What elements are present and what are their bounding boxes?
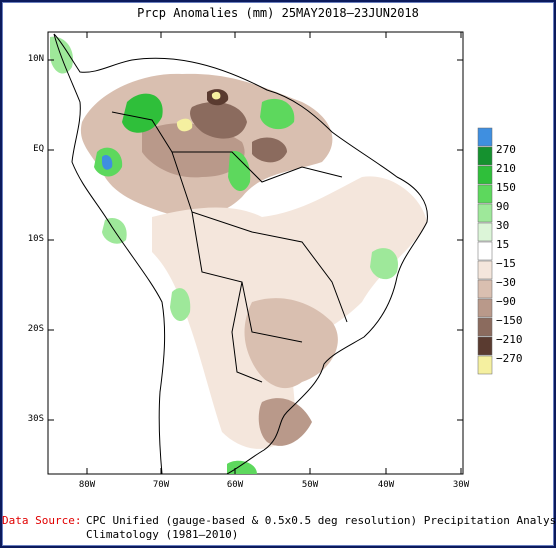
legend-swatch [477,184,493,204]
legend-swatch [477,127,493,147]
lat-label-eq: EQ [33,144,44,154]
legend-label: 30 [496,219,510,232]
legend-label: −30 [496,276,516,289]
legend-label: −15 [496,257,516,270]
country-borders [53,33,428,475]
lon-label-80w: 80W [78,480,96,490]
legend-swatch [477,336,493,356]
legend-swatch [477,279,493,299]
lon-label-60w: 60W [226,480,244,490]
legend-swatch [477,317,493,337]
legend-label: 90 [496,200,510,213]
legend-colorbar [477,127,493,375]
legend-label: −210 [496,333,523,346]
legend-swatch [477,222,493,242]
legend-swatch [477,165,493,185]
data-source-label: Data Source: [2,514,82,527]
lon-label-70w: 70W [152,480,170,490]
lat-label-10s: 10S [27,234,44,244]
map-title: Prcp Anomalies (mm) 25MAY2018–23JUN2018 [137,6,419,20]
legend-swatch [477,241,493,261]
legend-swatch [477,203,493,223]
latitude-ticks [48,59,463,421]
legend-swatch [477,146,493,166]
legend-label: −150 [496,314,523,327]
legend-label: −270 [496,352,523,365]
legend-swatch [477,260,493,280]
data-source-text: CPC Unified (gauge-based & 0.5x0.5 deg r… [86,514,556,527]
legend-swatch [477,355,493,375]
legend-swatch [477,298,493,318]
longitude-ticks [86,32,462,474]
legend-label: 210 [496,162,516,175]
climatology-text: Climatology (1981–2010) [86,528,239,541]
lon-label-30w: 30W [452,480,470,490]
anomaly-shading [50,36,427,474]
legend-label: −90 [496,295,516,308]
lat-label-10n: 10N [27,54,44,64]
legend-label: 150 [496,181,516,194]
legend-label: 270 [496,143,516,156]
legend-label: 15 [496,238,510,251]
lon-label-40w: 40W [377,480,395,490]
lon-label-50w: 50W [301,480,319,490]
lat-label-30s: 30S [27,414,44,424]
lat-label-20s: 20S [27,324,44,334]
